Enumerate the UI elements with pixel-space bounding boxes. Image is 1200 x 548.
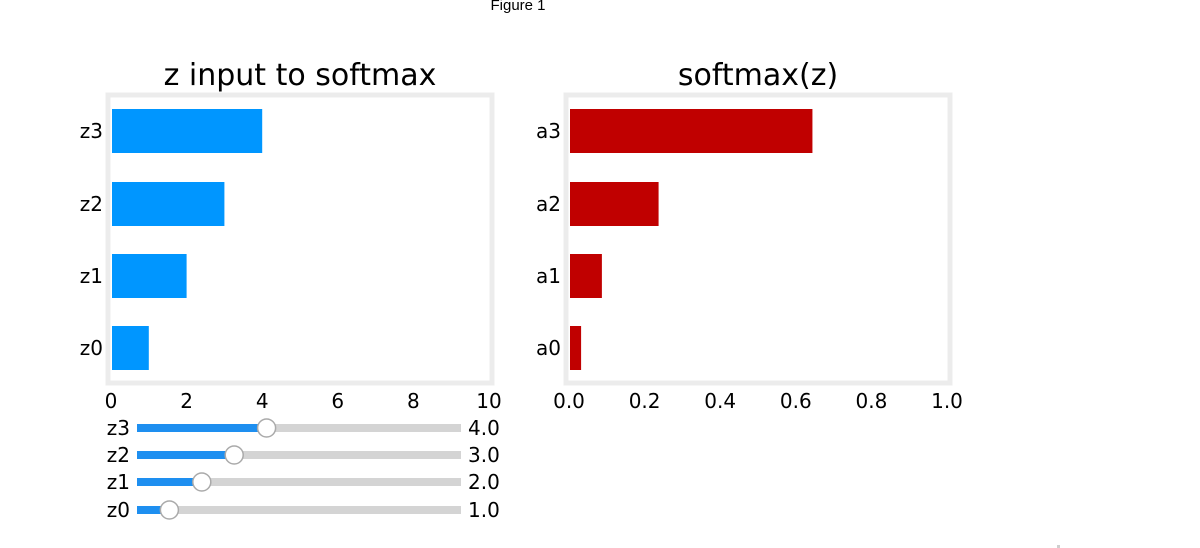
slider-fill-z2 xyxy=(137,451,235,459)
plot-frame-left xyxy=(105,92,495,386)
slider-handle-z1[interactable] xyxy=(192,472,212,492)
slider-track-z2[interactable] xyxy=(137,451,461,459)
slider-value-z2: 3.0 xyxy=(468,443,500,467)
x-tick-label-left-0: 0 xyxy=(105,389,118,413)
bar-a1 xyxy=(570,254,602,298)
category-label-z3: z3 xyxy=(80,119,103,143)
slider-track-z3[interactable] xyxy=(137,424,461,432)
x-tick-label-left-3: 6 xyxy=(331,389,344,413)
slider-value-z1: 2.0 xyxy=(468,470,500,494)
slider-fill-z3 xyxy=(137,424,267,432)
category-label-a3: a3 xyxy=(536,119,561,143)
slider-label-z3: z3 xyxy=(107,416,130,440)
category-label-a0: a0 xyxy=(536,336,561,360)
bar-a2 xyxy=(570,182,659,226)
category-label-z0: z0 xyxy=(80,336,103,360)
chart-title-right: softmax(z) xyxy=(678,58,838,93)
slider-handle-z2[interactable] xyxy=(224,445,244,465)
slider-fill-z1 xyxy=(137,478,202,486)
x-tick-label-left-4: 8 xyxy=(407,389,420,413)
chart-title-left: z input to softmax xyxy=(164,58,437,93)
x-tick-label-right-1: 0.2 xyxy=(629,389,661,413)
x-tick-label-left-2: 4 xyxy=(256,389,269,413)
category-label-z1: z1 xyxy=(80,264,103,288)
slider-value-z0: 1.0 xyxy=(468,498,500,522)
bar-z0 xyxy=(112,326,149,370)
category-label-z2: z2 xyxy=(80,192,103,216)
bar-z2 xyxy=(112,182,225,226)
x-tick-label-right-5: 1.0 xyxy=(931,389,963,413)
slider-label-z1: z1 xyxy=(107,470,130,494)
resize-grip-icon[interactable] xyxy=(1057,545,1060,548)
slider-label-z0: z0 xyxy=(107,498,130,522)
x-tick-label-right-2: 0.4 xyxy=(704,389,736,413)
slider-label-z2: z2 xyxy=(107,443,130,467)
x-tick-label-left-5: 10 xyxy=(476,389,501,413)
x-tick-label-right-3: 0.6 xyxy=(780,389,812,413)
x-tick-label-left-1: 2 xyxy=(180,389,193,413)
plot-frame-right xyxy=(563,92,953,386)
bar-z1 xyxy=(112,254,187,298)
slider-handle-z0[interactable] xyxy=(159,500,180,520)
slider-fill-z0 xyxy=(137,506,170,514)
figure-title: Figure 1 xyxy=(490,0,546,14)
x-tick-label-right-0: 0.0 xyxy=(553,389,585,413)
category-label-a1: a1 xyxy=(536,264,561,288)
bar-a3 xyxy=(570,109,813,153)
category-label-a2: a2 xyxy=(536,192,561,216)
bar-z3 xyxy=(112,109,263,153)
slider-value-z3: 4.0 xyxy=(468,416,500,440)
slider-handle-z3[interactable] xyxy=(256,418,277,438)
bar-a0 xyxy=(570,326,582,370)
x-tick-label-right-4: 0.8 xyxy=(855,389,887,413)
slider-track-z0[interactable] xyxy=(137,506,461,514)
slider-track-z1[interactable] xyxy=(137,478,461,486)
